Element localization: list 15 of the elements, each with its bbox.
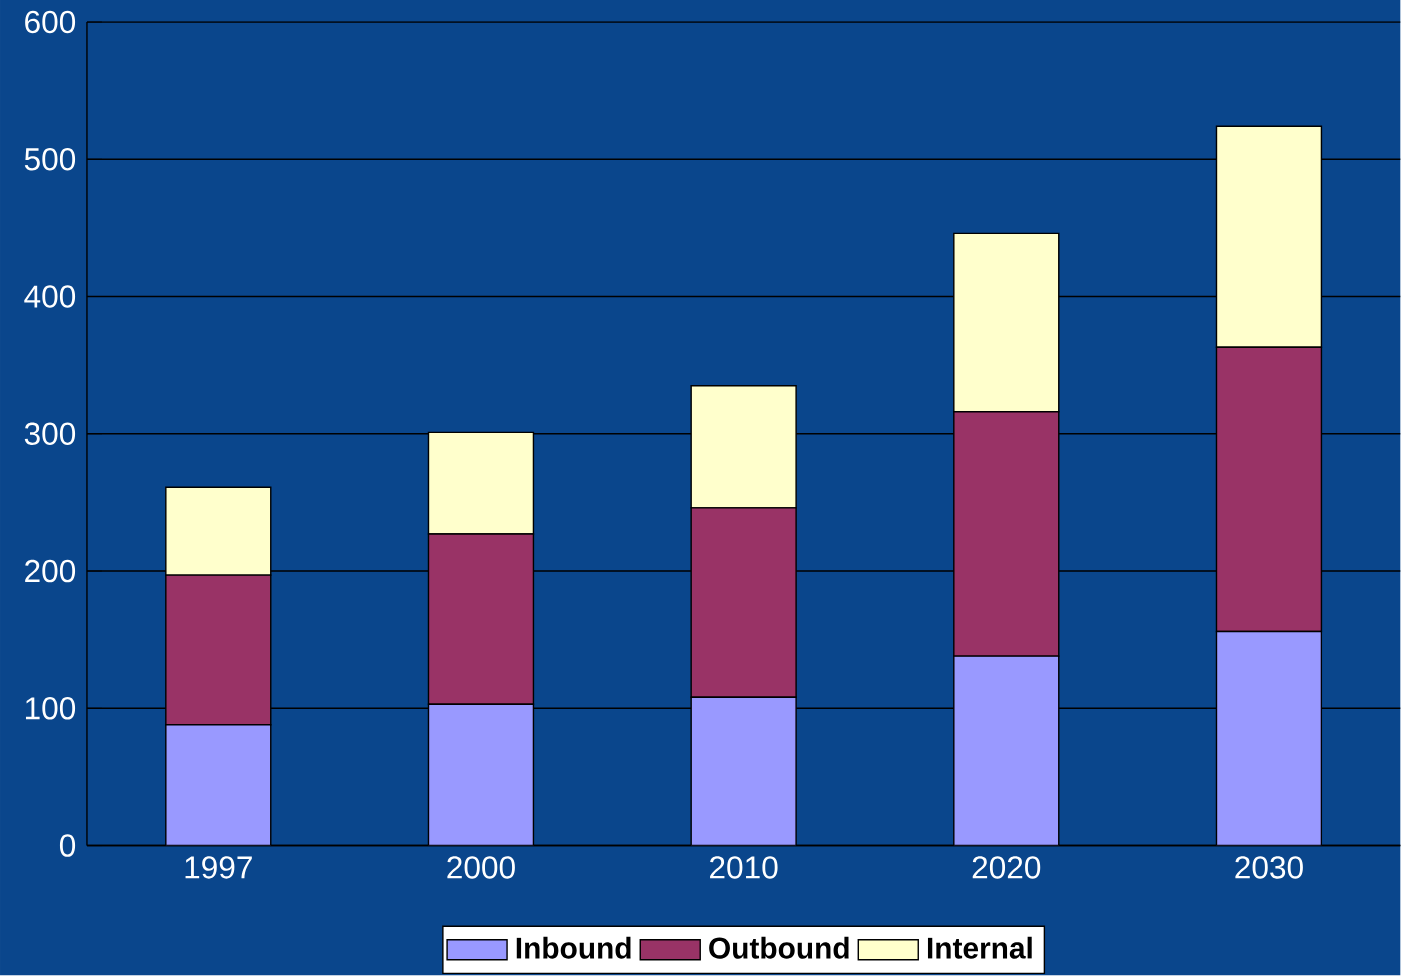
y-tick-label: 100	[25, 697, 76, 720]
x-tick-label: 2030	[1235, 856, 1303, 879]
y-tick-label: 400	[24, 285, 76, 308]
x-tick-label: 2010	[710, 856, 778, 879]
legend-label: Internal	[927, 937, 1032, 959]
y-tick-label: 600	[25, 11, 76, 34]
x-tick-label: 2000	[447, 856, 515, 879]
y-tick-label: 300	[24, 422, 76, 446]
legend-label: Inbound	[516, 937, 631, 959]
legend-label: Outbound	[709, 937, 849, 959]
x-tick-label: 1997	[185, 856, 252, 879]
y-tick-label: 0	[59, 834, 76, 858]
y-tick-label: 200	[25, 560, 76, 583]
x-tick-label: 2020	[972, 856, 1041, 879]
y-tick-label: 500	[24, 148, 76, 171]
